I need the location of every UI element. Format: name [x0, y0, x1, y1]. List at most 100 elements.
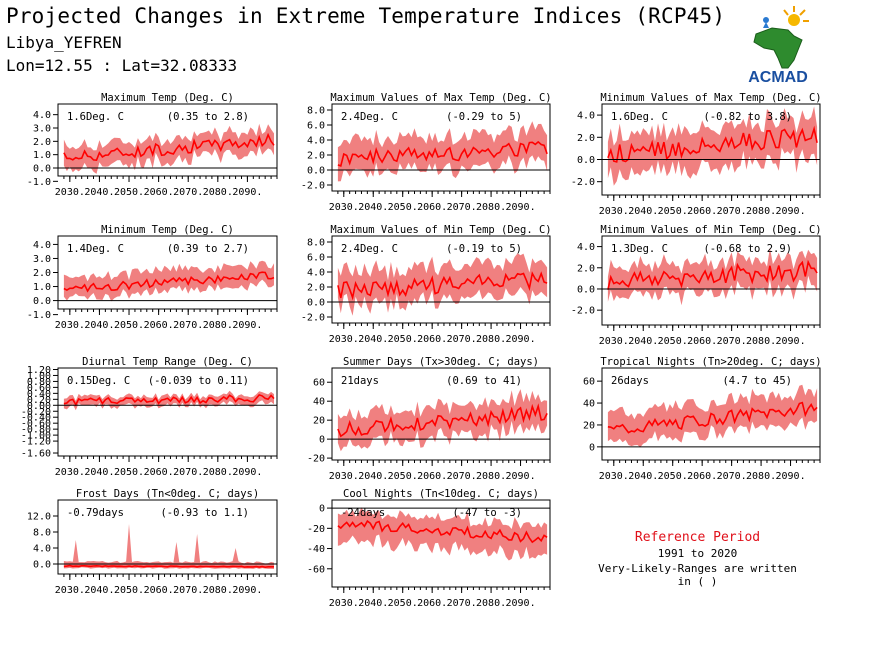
chart-title: Minimum Values of Min Temp (Deg. C) — [600, 224, 821, 236]
plot-frame — [331, 367, 551, 461]
chart-title: Maximum Values of Max Temp (Deg. C) — [330, 92, 551, 104]
x-tick-label: 2070. — [717, 206, 747, 217]
ensemble-mean-line — [337, 519, 548, 544]
acmad-logo-text: ACMAD — [748, 69, 808, 86]
change-label: 21days — [341, 375, 379, 387]
x-tick-label: 2090. — [775, 206, 805, 217]
x-tick-label: 2060. — [417, 471, 447, 482]
y-tick-label: -1.20 — [21, 437, 51, 448]
x-tick-label: 2030. — [599, 471, 629, 482]
ensemble-mean-line — [337, 271, 548, 301]
y-tick-label: -1.0 — [27, 310, 51, 321]
x-tick-label: 2080. — [476, 334, 506, 345]
y-tick-label: 1.0 — [33, 150, 51, 161]
x-tick-label: 2050. — [388, 334, 418, 345]
x-tick-label: 2090. — [775, 336, 805, 347]
chart-title: Maximum Values of Min Temp (Deg. C) — [330, 224, 551, 236]
y-tick-label: 2.0 — [33, 137, 51, 148]
y-tick-label: 0.0 — [33, 560, 51, 571]
x-tick-label: 2090. — [232, 187, 262, 198]
y-tick-label: -20 — [307, 524, 325, 535]
range-label: (0.35 to 2.8) — [167, 111, 249, 123]
y-tick-label: 12.0 — [27, 512, 51, 523]
x-tick-label: 2060. — [417, 202, 447, 213]
y-tick-label: -0.60 — [21, 419, 51, 430]
y-tick-label: 4.0 — [307, 268, 325, 279]
y-tick-label: 8.0 — [307, 106, 325, 117]
y-tick-label: -1.00 — [21, 431, 51, 442]
y-tick-label: 2.0 — [307, 283, 325, 294]
y-tick-label: 2.0 — [33, 268, 51, 279]
x-tick-label: 2080. — [746, 471, 776, 482]
y-tick-label: 0.80 — [27, 377, 51, 388]
x-tick-label: 2050. — [658, 206, 688, 217]
y-tick-label: 0.40 — [27, 389, 51, 400]
x-tick-label: 2070. — [173, 320, 203, 331]
reference-years: 1991 to 2020 — [657, 547, 738, 560]
x-tick-label: 2050. — [114, 585, 144, 596]
likely-range-band — [63, 524, 275, 569]
x-tick-label: 2080. — [476, 598, 506, 609]
range-label: (4.7 to 45) — [722, 375, 792, 387]
range-label: (-47 to -3) — [452, 507, 522, 519]
x-tick-label: 2080. — [203, 187, 233, 198]
y-tick-label: 0.0 — [307, 298, 325, 309]
x-tick-label: 2030. — [599, 336, 629, 347]
x-tick-label: 2070. — [173, 467, 203, 478]
x-tick-label: 2060. — [144, 467, 174, 478]
x-tick-label: 2030. — [329, 202, 359, 213]
range-label: (-0.82 to 3.8) — [703, 111, 792, 123]
y-tick-label: 1.20 — [27, 365, 51, 376]
page-header: Projected Changes in Extreme Temperature… — [0, 0, 879, 90]
plot-frame — [601, 367, 821, 461]
x-tick-label: 2060. — [144, 187, 174, 198]
y-tick-label: 2.0 — [307, 151, 325, 162]
chart-title: Minimum Values of Max Temp (Deg. C) — [600, 92, 821, 104]
x-tick-label: 2070. — [447, 598, 477, 609]
x-tick-label: 2040. — [84, 187, 114, 198]
plot-frame — [57, 103, 278, 177]
x-tick-label: 2070. — [173, 187, 203, 198]
location-label: Libya_YEFREN — [6, 33, 122, 52]
y-tick-label: 1.00 — [27, 371, 51, 382]
x-tick-label: 2060. — [417, 334, 447, 345]
x-tick-label: 2050. — [114, 467, 144, 478]
chart-title: Cool Nights (Tn<10deg. C; days) — [343, 488, 539, 500]
likely-range-band — [337, 121, 548, 182]
range-label: (0.69 to 41) — [446, 375, 522, 387]
acmad-logo: ACMAD — [748, 6, 809, 86]
x-tick-label: 2030. — [55, 585, 85, 596]
ensemble-mean-line — [337, 140, 548, 167]
plot-frame — [601, 103, 821, 196]
y-tick-label: 0 — [319, 435, 325, 446]
x-tick-label: 2070. — [447, 334, 477, 345]
y-tick-label: -40 — [307, 544, 325, 555]
range-label: (-0.29 to 5) — [446, 111, 522, 123]
y-tick-label: 0.0 — [307, 166, 325, 177]
x-tick-label: 2040. — [358, 598, 388, 609]
change-label: 26days — [611, 375, 649, 387]
y-tick-label: -2.0 — [571, 177, 595, 188]
chart-title: Frost Days (Tn<0deg. C; days) — [76, 488, 259, 500]
y-tick-label: 4.0 — [307, 136, 325, 147]
y-tick-label: -0.40 — [21, 413, 51, 424]
x-tick-label: 2030. — [329, 471, 359, 482]
plot-frame — [57, 367, 278, 457]
range-label: (-0.68 to 2.9) — [703, 243, 792, 255]
chart-11: -60 -40 -20 0 2030. 2040. 2050. 2060. 2070. 2080.… — [307, 488, 551, 609]
y-tick-label: 60 — [313, 378, 325, 389]
likely-range-band — [337, 389, 548, 452]
change-label: 1.4Deg. C — [67, 243, 124, 255]
x-tick-label: 2050. — [658, 336, 688, 347]
plot-frame — [57, 499, 278, 575]
y-tick-label: 0.0 — [577, 284, 595, 295]
likely-range-band — [63, 123, 275, 174]
x-tick-label: 2040. — [358, 334, 388, 345]
x-tick-label: 2060. — [417, 598, 447, 609]
reference-box: Reference Period 1991 to 2020 Very-Likel… — [590, 530, 805, 588]
change-label: 1.6Deg. C — [611, 111, 668, 123]
likely-range-band — [337, 253, 548, 316]
